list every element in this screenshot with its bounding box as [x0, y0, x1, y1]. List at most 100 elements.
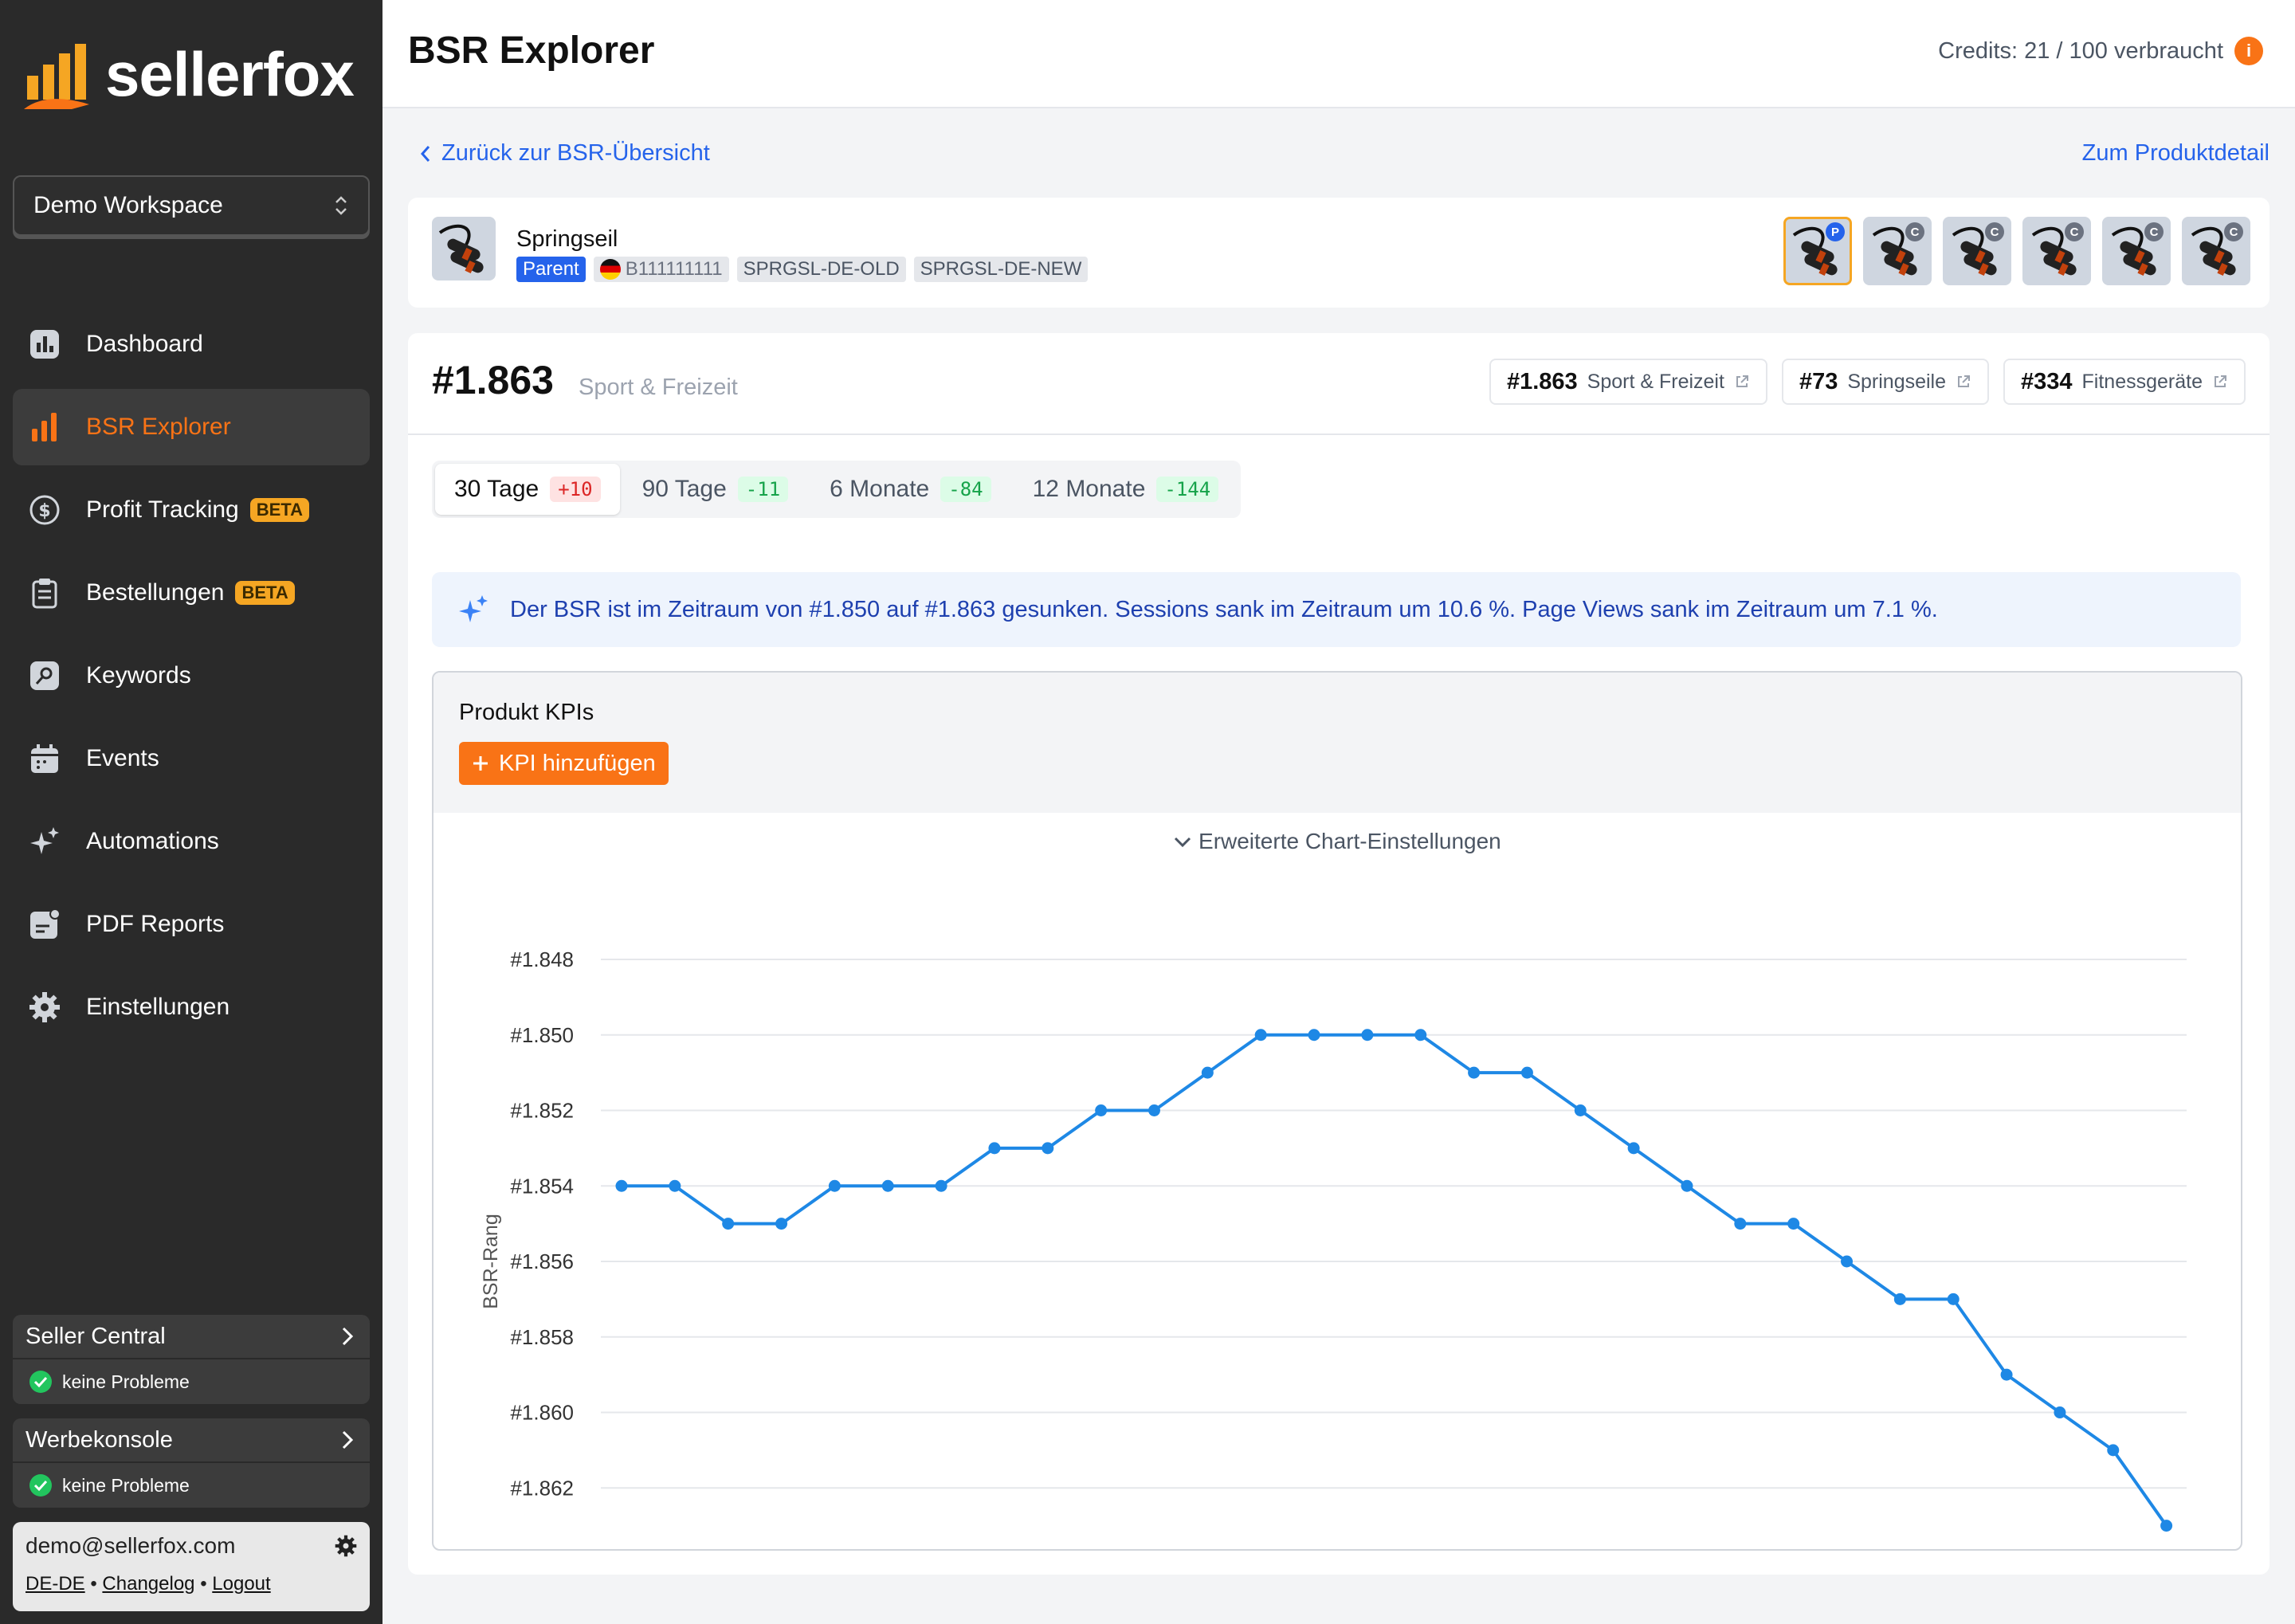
chip-label: Fitnessgeräte [2081, 370, 2203, 393]
external-link-icon [1736, 375, 1748, 387]
variant-thumbnail[interactable]: C [1863, 217, 1932, 285]
current-rank-category: Sport & Freizeit [579, 375, 738, 400]
workspace-select[interactable]: Demo Workspace [13, 175, 370, 236]
data-point [2160, 1520, 2173, 1532]
y-tick-label: #1.852 [510, 1099, 574, 1123]
back-link[interactable]: Zurück zur BSR-Übersicht [419, 140, 710, 167]
top-header: BSR Explorer Credits: 21 / 100 verbrauch… [382, 0, 2295, 108]
data-point [615, 1179, 628, 1192]
tab-30-tage[interactable]: 30 Tage +10 [435, 464, 620, 515]
variant-badge: C [2224, 222, 2243, 241]
svg-text:$: $ [38, 501, 50, 521]
sidebar-item-keywords[interactable]: Keywords [13, 637, 370, 714]
data-point [1574, 1104, 1587, 1116]
jump-rope-image [2031, 226, 2077, 277]
credits-indicator: Credits: 21 / 100 verbraucht i [1938, 37, 2263, 65]
data-point [722, 1218, 735, 1230]
tab-12-monate[interactable]: 12 Monate -144 [1014, 464, 1238, 515]
check-circle-icon [29, 1474, 52, 1497]
back-link-label: Zurück zur BSR-Übersicht [441, 140, 710, 166]
variant-thumbnail[interactable]: C [2182, 217, 2250, 285]
sidebar-item-dashboard[interactable]: Dashboard [13, 306, 370, 382]
add-kpi-label: KPI hinzufügen [499, 750, 656, 776]
y-tick-label: #1.848 [510, 947, 574, 971]
sidebar-item-label: Automations [86, 828, 219, 854]
chip-rank: #73 [1799, 368, 1838, 394]
sidebar-item-events[interactable]: Events [13, 720, 370, 797]
current-rank: #1.863 [432, 358, 554, 402]
status-title-row[interactable]: Werbekonsole [13, 1418, 370, 1463]
seller-central-status[interactable]: Seller Central keine Probleme [13, 1315, 370, 1404]
variant-thumbnail[interactable]: C [2022, 217, 2091, 285]
variant-thumbnail[interactable]: C [2102, 217, 2171, 285]
sidebar-item-pdf-reports[interactable]: PDF Reports [13, 886, 370, 963]
sidebar-item-bsr-explorer[interactable]: BSR Explorer [13, 389, 370, 465]
variant-badge: C [1985, 222, 2004, 241]
chevron-right-icon [342, 1327, 354, 1346]
rank-chip-sport-freizeit[interactable]: #1.863 Sport & Freizeit [1489, 359, 1767, 405]
werbekonsole-status[interactable]: Werbekonsole keine Probleme [13, 1418, 370, 1508]
credits-text: Credits: 21 / 100 verbraucht [1938, 37, 2223, 64]
chevron-left-icon [420, 145, 430, 162]
kpi-title: Produkt KPIs [459, 700, 594, 725]
external-link-icon [2215, 375, 2226, 387]
changelog-link[interactable]: Changelog [102, 1573, 195, 1595]
gear-icon[interactable] [335, 1535, 357, 1557]
sidebar-item-bestellungen[interactable]: Bestellungen BETA [13, 555, 370, 631]
sidebar-item-label: Profit Tracking [86, 496, 239, 523]
beta-badge: BETA [249, 498, 309, 522]
category-rank-chips: #1.863 Sport & Freizeit #73 Springseile #3… [1489, 359, 2246, 405]
data-point [935, 1179, 947, 1192]
status-title-row[interactable]: Seller Central [13, 1315, 370, 1359]
sidebar-item-label: BSR Explorer [86, 414, 231, 440]
chevron-down-icon [1175, 837, 1191, 848]
data-point [1042, 1142, 1054, 1155]
locale-link[interactable]: DE-DE [26, 1573, 85, 1595]
data-point [1681, 1179, 1693, 1192]
logout-link[interactable]: Logout [212, 1573, 271, 1595]
status-title: Werbekonsole [26, 1426, 173, 1453]
logo[interactable]: sellerfox [24, 38, 355, 111]
info-icon[interactable]: i [2234, 37, 2263, 65]
sidebar-item-label: Einstellungen [86, 994, 230, 1020]
status-text: keine Probleme [62, 1371, 190, 1392]
variant-thumbnail[interactable]: P [1783, 217, 1852, 285]
variant-badge: P [1826, 222, 1845, 241]
report-icon [27, 907, 62, 942]
y-tick-label: #1.862 [510, 1476, 574, 1500]
data-point [1893, 1293, 1906, 1305]
data-point [2000, 1368, 2013, 1381]
sidebar-item-automations[interactable]: Automations [13, 803, 370, 880]
data-point [1787, 1218, 1800, 1230]
delta-badge: +10 [550, 477, 601, 502]
y-tick-label: #1.858 [510, 1325, 574, 1349]
status-text: keine Probleme [62, 1474, 190, 1496]
dashboard-icon [27, 327, 62, 362]
product-detail-link[interactable]: Zum Produktdetail [2081, 140, 2270, 166]
sidebar-item-label: Events [86, 745, 159, 771]
delta-badge: -11 [737, 477, 789, 502]
chart-settings-toggle[interactable]: Erweiterte Chart-Einstellungen [434, 829, 2241, 854]
data-point [828, 1179, 841, 1192]
rank-chip-fitnessgeraete[interactable]: #334 Fitnessgeräte [2003, 359, 2246, 405]
sidebar-item-profit-tracking[interactable]: $ Profit Tracking BETA [13, 472, 370, 548]
data-point [1841, 1255, 1854, 1268]
variant-thumbnail[interactable]: C [1943, 217, 2011, 285]
key-icon [27, 658, 62, 693]
data-point [1148, 1104, 1160, 1116]
asin-value: B111111111 [625, 258, 723, 280]
external-link-icon [1958, 375, 1971, 387]
asin-tag: B111111111 [593, 257, 729, 282]
product-thumbnail [432, 217, 496, 280]
delta-badge: -144 [1156, 477, 1219, 502]
sidebar-item-einstellungen[interactable]: Einstellungen [13, 969, 370, 1045]
add-kpi-button[interactable]: KPI hinzufügen [459, 742, 669, 785]
tab-label: 6 Monate [830, 476, 930, 502]
jump-rope-image [2191, 226, 2236, 277]
rank-chip-springseile[interactable]: #73 Springseile [1781, 359, 1990, 405]
tab-90-tage[interactable]: 90 Tage -11 [623, 464, 808, 515]
sellerfox-logo-icon [24, 43, 89, 109]
tab-6-monate[interactable]: 6 Monate -84 [810, 464, 1010, 515]
gear-icon [27, 990, 62, 1025]
data-point [988, 1142, 1001, 1155]
